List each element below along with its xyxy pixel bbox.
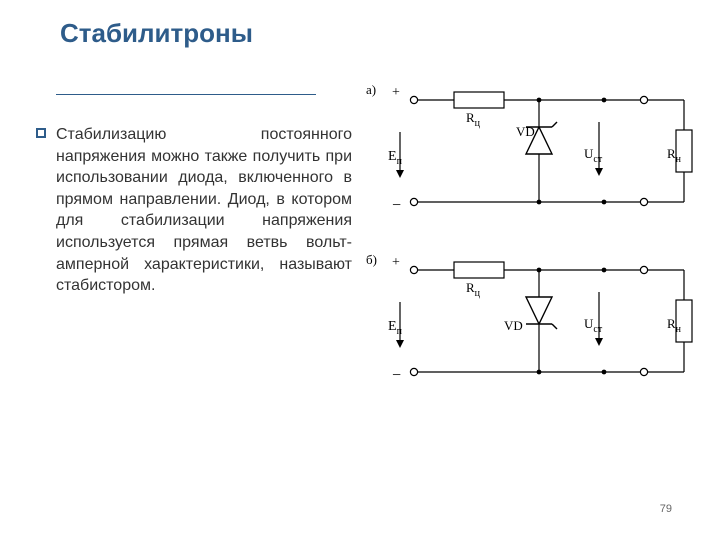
term-out-bot-b: [640, 368, 647, 375]
term-out-bot-a: [640, 198, 647, 205]
minus-b: −: [392, 367, 401, 384]
plus-b: +: [392, 255, 400, 270]
Rts-label-b: Rц: [466, 280, 481, 299]
Ust-label-a: Uст: [584, 146, 603, 165]
resistor-Rn-a: [676, 130, 692, 172]
VD-label-b: VD: [504, 318, 523, 333]
term-in-bot-a: [410, 198, 417, 205]
bullet-icon: [36, 128, 46, 138]
resistor-Rn-b: [676, 300, 692, 342]
term-in-bot-b: [410, 368, 417, 375]
minus-a: −: [392, 197, 401, 214]
circuit-diagrams: а) + − Eп Rц VD: [364, 82, 704, 412]
plus-a: +: [392, 85, 400, 100]
slide-title: Стабилитроны: [0, 0, 720, 49]
Rts-label-a: Rц: [466, 110, 481, 129]
VD-label-a: VD: [516, 124, 535, 139]
term-in-top-a: [410, 96, 417, 103]
Ust-label-b: Uст: [584, 316, 603, 335]
term-in-top-b: [410, 266, 417, 273]
resistor-Rts-a: [454, 92, 504, 108]
term-out-top-a: [640, 96, 647, 103]
label-b: б): [366, 252, 377, 267]
term-out-top-b: [640, 266, 647, 273]
resistor-Rts-b: [454, 262, 504, 278]
title-underline: [56, 94, 316, 95]
page-number: 79: [660, 503, 672, 515]
label-a: а): [366, 82, 376, 97]
body-paragraph: Стабилизацию постоянного напряжения можн…: [56, 124, 352, 297]
